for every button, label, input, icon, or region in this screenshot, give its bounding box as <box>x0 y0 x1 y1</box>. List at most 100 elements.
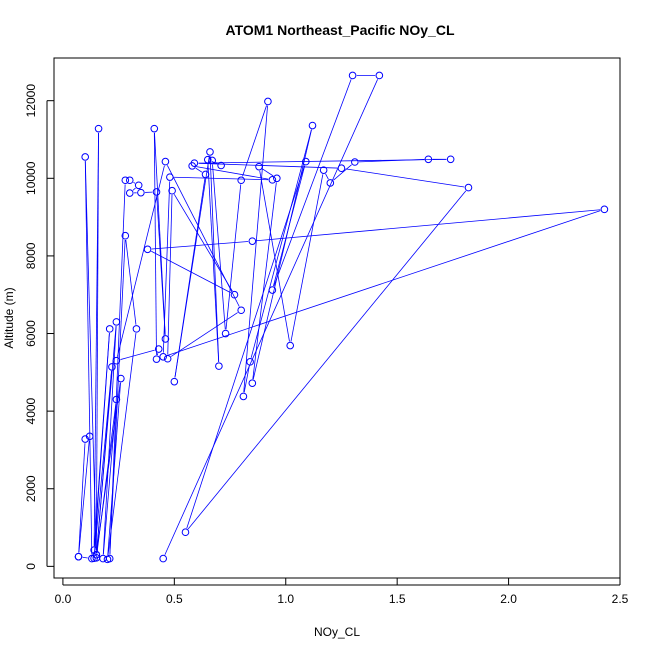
series-segment <box>132 187 136 191</box>
series-segment <box>325 173 329 180</box>
data-point <box>137 188 145 197</box>
y-axis: 0 2000 4000 6000 8000 10000 12000 <box>24 84 54 570</box>
data-point <box>215 362 223 370</box>
data-point <box>90 546 98 554</box>
data-point <box>161 157 170 166</box>
series-segment <box>93 333 110 555</box>
data-point <box>170 377 179 386</box>
x-axis: 0.0 0.5 1.0 1.5 2.0 2.5 <box>55 578 629 606</box>
data-point <box>351 158 359 166</box>
data-point <box>464 183 473 192</box>
x-tick-label: 2.5 <box>612 592 629 606</box>
data-point <box>248 237 257 245</box>
series-segment <box>250 129 312 358</box>
data-point <box>308 121 317 130</box>
data-point <box>159 554 167 563</box>
series-segment <box>345 168 465 188</box>
y-tick-label: 4000 <box>24 397 38 424</box>
data-point <box>125 189 134 197</box>
data-point <box>150 124 159 133</box>
data-point <box>117 374 125 383</box>
data-point <box>166 173 174 181</box>
data-point <box>105 554 114 563</box>
data-point <box>203 155 212 164</box>
data-point <box>201 170 210 179</box>
data-point <box>154 345 163 353</box>
data-point <box>230 290 239 299</box>
data-point <box>132 325 141 333</box>
series-segment <box>151 241 249 250</box>
series-segment <box>93 132 99 546</box>
series-segment <box>107 332 137 556</box>
data-point <box>239 392 248 401</box>
series-segment <box>243 105 268 393</box>
series-segment <box>174 176 269 181</box>
data-point <box>217 161 225 170</box>
y-axis-label: Altitude (m) <box>2 287 16 348</box>
data-point <box>112 356 121 365</box>
y-tick-label: 2000 <box>24 475 38 502</box>
plot-frame <box>53 57 621 579</box>
data-point <box>221 329 230 338</box>
series-segment <box>290 174 324 342</box>
data-point <box>268 286 277 294</box>
series-segment <box>96 382 121 551</box>
x-axis-label: NOy_CL <box>314 625 360 639</box>
series-segment <box>78 443 86 553</box>
data-point <box>163 354 172 363</box>
series-segment <box>273 79 352 287</box>
data-point <box>208 156 217 165</box>
data-point <box>143 245 152 254</box>
series-segment <box>209 156 220 362</box>
data-point <box>600 205 609 214</box>
series-segment <box>198 162 338 169</box>
series-segment <box>109 184 126 555</box>
data-point <box>302 157 310 166</box>
y-tick-label: 0 <box>24 563 38 570</box>
series-group <box>74 71 609 564</box>
series-segment <box>256 209 601 242</box>
y-tick-label: 8000 <box>24 242 38 269</box>
x-tick-label: 0.0 <box>55 592 72 606</box>
series-segment <box>252 182 277 380</box>
data-point <box>112 318 121 326</box>
data-point <box>112 395 121 404</box>
series-segment <box>133 181 136 184</box>
data-point <box>92 550 101 559</box>
data-point <box>255 162 263 171</box>
data-point <box>273 174 281 183</box>
x-tick-label: 2.0 <box>500 592 517 606</box>
series-segment <box>262 168 274 177</box>
series-segment <box>212 164 226 330</box>
chart-title: ATOM1 Northeast_Pacific NOy_CL <box>226 22 455 38</box>
series-segment <box>153 132 157 355</box>
data-point <box>94 124 103 133</box>
data-point <box>121 231 130 240</box>
data-point <box>268 176 277 184</box>
data-point <box>105 325 114 333</box>
data-point <box>85 432 94 441</box>
series-segment <box>120 349 155 360</box>
series-segment <box>195 167 203 173</box>
series-segment <box>167 210 601 356</box>
series-segment <box>173 194 233 292</box>
series-segment <box>154 132 166 335</box>
data-point <box>326 179 335 187</box>
series-segment <box>198 158 447 164</box>
data-point <box>152 355 161 363</box>
y-tick-label: 10000 <box>24 161 38 195</box>
series-segment <box>207 163 220 362</box>
data-point <box>424 155 433 164</box>
data-point <box>248 379 257 387</box>
series-segment <box>273 165 306 287</box>
y-tick-label: 6000 <box>24 320 38 347</box>
data-point <box>286 341 295 350</box>
data-point <box>159 353 167 361</box>
data-point <box>446 155 455 164</box>
data-point <box>348 71 357 80</box>
data-point <box>81 153 89 161</box>
series-segment <box>82 556 88 559</box>
series-segment <box>187 190 467 530</box>
data-point <box>152 188 161 196</box>
